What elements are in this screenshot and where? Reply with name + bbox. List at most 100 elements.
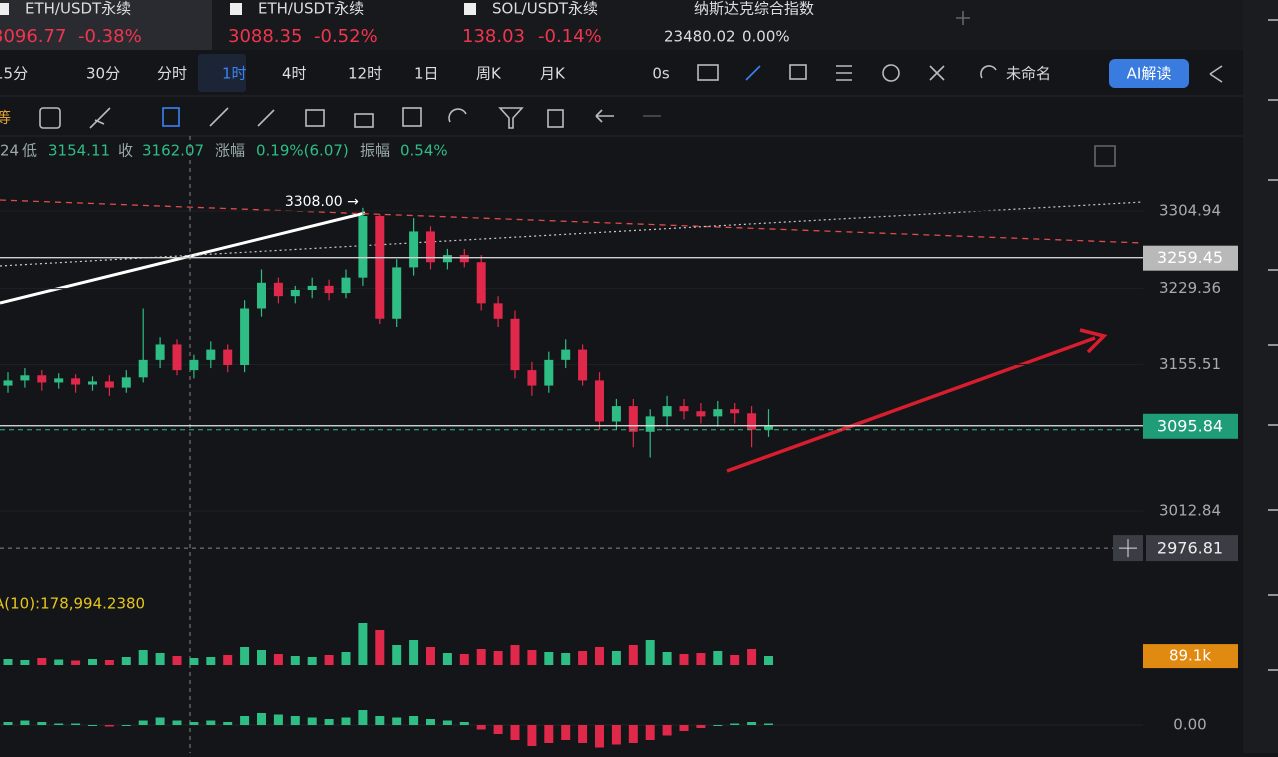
info-item: 低 (22, 142, 37, 160)
y-tick-label: 3304.94 (1159, 201, 1221, 219)
volume-bar (409, 640, 419, 665)
volume-bar (307, 657, 317, 665)
tool-label[interactable]: 等 (0, 109, 11, 127)
info-item: 振幅 (360, 142, 390, 160)
crosshair-plus-icon (1119, 539, 1137, 558)
info-item: 3154.11 (48, 142, 110, 160)
macd-bar (324, 719, 334, 725)
candle-body (409, 231, 419, 268)
macd-bar (155, 717, 165, 725)
candle-body (764, 425, 773, 430)
candle-body (223, 349, 233, 365)
macd-bar (290, 716, 300, 725)
tab-name[interactable]: SOL/USDT永续 (492, 0, 598, 18)
timeframe[interactable]: 分时 (157, 65, 187, 83)
candle-body (257, 282, 266, 309)
timeframe[interactable]: 15分 (0, 65, 28, 83)
volume-bar (358, 623, 368, 665)
timeframe[interactable]: 月K (540, 65, 566, 83)
macd-bar (257, 713, 266, 725)
candle-body (240, 308, 250, 365)
macd-bar (121, 725, 131, 726)
macd-bar (426, 719, 435, 725)
tab-icon (230, 3, 242, 15)
macd-bar (358, 710, 368, 725)
layout-name[interactable]: 未命名 (1006, 65, 1051, 83)
tab-change: -0.38% (78, 26, 142, 47)
candle-body (595, 380, 604, 422)
timeframe-active-bg (198, 54, 246, 92)
macd-bar (54, 723, 64, 725)
macd-bar (442, 720, 452, 725)
volume-bar (104, 660, 114, 665)
volume-bar (510, 645, 520, 665)
tab-name[interactable]: ETH/USDT永续 (25, 0, 131, 18)
candle-body (3, 380, 13, 386)
macd-bar (713, 725, 723, 726)
tab-change: -0.14% (538, 26, 602, 47)
ai-button-bg[interactable] (1109, 59, 1189, 88)
info-item: 0.54% (400, 142, 448, 160)
macd-bar (71, 723, 81, 725)
volume-bar (37, 658, 47, 665)
candle-body (375, 216, 385, 319)
volume-bar (679, 654, 689, 665)
price-tag (1143, 245, 1238, 271)
macd-bar (138, 720, 148, 725)
candle-body (273, 282, 283, 297)
macd-bar (104, 725, 114, 727)
candle-body (189, 359, 199, 371)
macd-bar (172, 720, 182, 725)
candle-body (696, 411, 706, 417)
macd-bar (662, 725, 672, 736)
timeframe[interactable]: 12时 (348, 65, 382, 83)
info-item: 收 (118, 142, 133, 160)
tab-name[interactable]: 纳斯达克综合指数 (694, 0, 814, 18)
ai-button[interactable]: AI解读 (1127, 65, 1172, 83)
candle-body (324, 285, 334, 294)
volume-bar (476, 649, 486, 665)
volume-bar (189, 658, 199, 665)
candle-body (172, 344, 182, 371)
candle-body (358, 216, 368, 278)
macd-bar (476, 725, 486, 730)
info-item: 24 (0, 142, 19, 160)
macd-bar (578, 725, 588, 743)
volume-bar (3, 659, 13, 665)
macd-bar (645, 725, 655, 740)
volume-bar (121, 657, 131, 665)
y-tick-label: 3229.36 (1159, 279, 1221, 297)
macd-bar (696, 725, 706, 728)
volume-bar (273, 654, 283, 665)
macd-bar (764, 723, 773, 725)
high-annotation: 3308.00 → (285, 194, 359, 210)
timeframe[interactable]: 周K (476, 65, 502, 83)
macd-bar (3, 722, 13, 725)
crosshair-tag (1146, 535, 1238, 562)
y-tick-label: 3012.84 (1159, 502, 1221, 520)
active-tab[interactable] (0, 0, 212, 50)
volume-bar (155, 653, 165, 665)
macd-zero-label: 0.00 (1173, 716, 1206, 734)
volume-tag-label: 89.1k (1169, 647, 1211, 665)
candle-body (392, 267, 402, 319)
candle-body (54, 378, 64, 383)
timeframe[interactable]: 1时 (222, 65, 247, 83)
tab-change: -0.52% (314, 26, 378, 47)
macd-bar (459, 722, 469, 725)
macd-bar (510, 725, 520, 740)
candle-body (459, 255, 469, 263)
timeframe[interactable]: 1日 (414, 65, 439, 83)
drawings (0, 136, 1144, 753)
volume-bar (257, 650, 266, 665)
volume-bar (392, 645, 402, 665)
macd-bar (493, 725, 503, 734)
tab-price: 138.03 (462, 26, 525, 47)
timeframe[interactable]: 4时 (282, 65, 307, 83)
volume-bar (578, 651, 588, 665)
candle-body (206, 349, 216, 360)
candle-body (71, 378, 81, 385)
timeframe[interactable]: 30分 (86, 65, 120, 83)
tab-name[interactable]: ETH/USDT永续 (258, 0, 364, 18)
